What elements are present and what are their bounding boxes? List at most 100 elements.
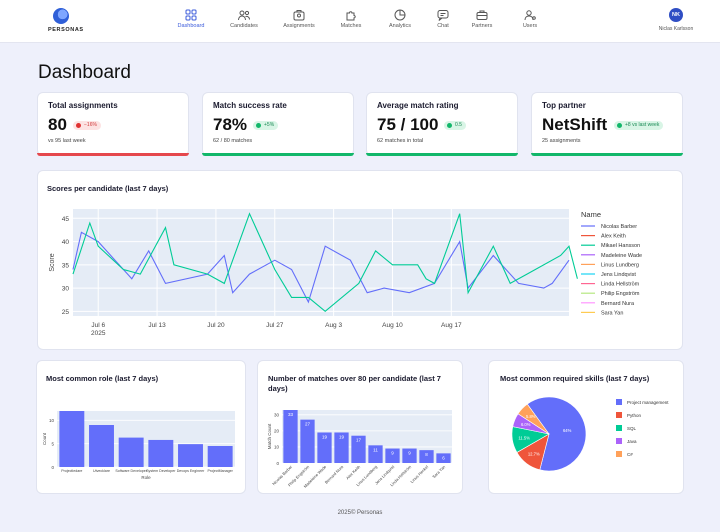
legend-item-alex-keith[interactable]: Alex Keith — [581, 234, 626, 240]
kpi-value: NetShift — [542, 115, 608, 134]
nav-item-partners[interactable]: Partners — [457, 9, 507, 29]
y-tick-label: 0 — [276, 461, 279, 466]
legend-label: Madeleine Wade — [601, 253, 642, 259]
series-line-nicolas-barber[interactable] — [72, 231, 570, 304]
arrow-up-icon — [256, 123, 261, 128]
bar-software-developer[interactable] — [118, 437, 144, 467]
kpi-title: Match success rate — [213, 101, 287, 110]
legend-item-linus-lundberg[interactable]: Linus Lundberg — [581, 262, 639, 268]
kpi-value: 80 — [48, 115, 67, 134]
bar-nicolas-barber[interactable] — [283, 410, 298, 463]
x-tick-label: Jul 13 — [148, 322, 166, 329]
x-tick-label: Jul 27 — [266, 322, 284, 329]
nav-item-users[interactable]: Users — [505, 9, 555, 29]
legend-item-nicolas-barber[interactable]: Nicolas Barber — [581, 224, 637, 230]
y-tick-label: 45 — [62, 216, 70, 223]
legend-label: Alex Keith — [601, 234, 626, 240]
pie-slice-label: 6.0% — [521, 422, 531, 427]
bar-linus-henkel[interactable] — [419, 450, 434, 463]
scores-chart-title: Scores per candidate (last 7 days) — [47, 184, 169, 193]
nav-item-dashboard[interactable]: Dashboard — [166, 9, 216, 29]
bar-data-label: 19 — [322, 434, 328, 439]
legend-swatch — [616, 438, 622, 444]
bar-madeleine-wade[interactable] — [317, 432, 332, 463]
kpi-title: Top partner — [542, 101, 586, 110]
x-tick-label: Utvecklare — [93, 469, 110, 473]
legend-item-java[interactable]: Java — [616, 438, 637, 444]
bar-bernard-nura[interactable] — [334, 432, 349, 463]
legend-item-sara-yan[interactable]: Sara Yan — [581, 310, 623, 316]
kpi-subtext: 25 assignments — [542, 138, 581, 144]
bar-data-label: 17 — [356, 438, 362, 443]
legend-label: Jens Lindqvist — [601, 272, 636, 278]
bar-projectmanager[interactable] — [207, 446, 233, 467]
skills-pie-chart[interactable]: 64% 12.7% 11.5% 6.0% 5.8% Project management P… — [489, 361, 683, 493]
legend-swatch — [616, 451, 622, 457]
bar-philip-engstr-m[interactable] — [300, 419, 315, 463]
matches-chart-title: Number of matches over 80 per candidate … — [268, 374, 441, 393]
legend-item-linda-hellstr-m[interactable]: Linda Hellström — [581, 282, 640, 288]
y-tick-label: 5 — [51, 441, 54, 446]
y-tick-label: 10 — [274, 445, 280, 450]
bar-utvecklare[interactable] — [89, 425, 114, 467]
legend-swatch — [616, 425, 622, 431]
arrow-down-icon — [76, 123, 81, 128]
legend-label: Python — [627, 413, 642, 418]
nav-item-analytics[interactable]: Analytics — [375, 9, 425, 29]
x-tick-label: Jul 20 — [207, 322, 225, 329]
bar-linus-lundberg[interactable] — [368, 445, 383, 463]
bar-devops-engineer[interactable] — [178, 444, 203, 467]
bar-system-developer[interactable] — [148, 439, 174, 467]
legend-item-bernard-nura[interactable]: Bernard Nura — [581, 301, 635, 307]
user-menu[interactable]: NK Niclas Karlsson — [652, 8, 700, 32]
y-axis-title: Score — [49, 253, 56, 271]
nav-label: Candidates — [230, 23, 258, 29]
legend-item-philip-engstr-m[interactable]: Philip Engström — [581, 291, 640, 297]
legend-item-madeleine-wade[interactable]: Madeleine Wade — [581, 253, 642, 259]
briefcase-icon — [457, 9, 507, 21]
legend-swatch — [616, 399, 622, 405]
legend-item-jens-lindqvist[interactable]: Jens Lindqvist — [581, 272, 636, 278]
bar-data-label: 9 — [391, 451, 394, 456]
kpi-accent-stripe — [366, 153, 518, 156]
x-tick-label: Linus Henkel — [409, 464, 429, 484]
nav-label: Assignments — [283, 23, 315, 29]
legend-item-c[interactable]: C# — [616, 451, 633, 457]
legend-item-python[interactable]: Python — [616, 412, 642, 418]
kpi-change-text: +8 vs last week — [625, 122, 660, 128]
bar-data-label: 11 — [373, 447, 378, 452]
kpi-subtext: 62 / 80 matches — [213, 138, 253, 144]
legend-item-mikael-hansson[interactable]: Mikael Hansson — [581, 243, 640, 249]
bar-projectledare[interactable] — [59, 411, 85, 467]
pie-slice-c[interactable] — [517, 403, 550, 435]
bar-alex-keith[interactable] — [351, 435, 366, 463]
user-name: Niclas Karlsson — [658, 26, 694, 32]
legend-label: Linda Hellström — [601, 282, 640, 288]
legend-label: Project management — [627, 400, 669, 405]
pie-slice-project-management[interactable] — [526, 396, 587, 472]
nav-item-candidates[interactable]: Candidates — [219, 9, 269, 29]
nav-item-chat[interactable]: Chat — [418, 9, 468, 29]
bar-data-label: 6 — [442, 455, 445, 460]
logo[interactable]: PERSONAS — [48, 8, 83, 33]
kpi-accent-stripe — [202, 153, 354, 156]
grid-icon — [166, 9, 216, 21]
y-tick-label: 30 — [62, 286, 70, 293]
nav-label: Analytics — [388, 23, 411, 29]
x-tick-label: Aug 3 — [325, 322, 342, 329]
nav-item-matches[interactable]: Matches — [326, 9, 376, 29]
kpi-title: Total assignments — [48, 101, 118, 110]
legend-item-sql[interactable]: SQL — [616, 425, 637, 431]
avatar[interactable]: NK — [669, 8, 683, 22]
legend-item-project-management[interactable]: Project management — [616, 399, 669, 405]
legend-swatch — [616, 412, 622, 418]
bar-jens-lindqvist[interactable] — [385, 448, 400, 463]
legend-title: Name — [581, 210, 601, 219]
bar-sara-yan[interactable] — [436, 453, 451, 463]
bar-linda-hellstr-m[interactable] — [402, 448, 417, 463]
role-bar-chart[interactable]: 0 5 10 Projectledare Utvecklare Software Deve… — [37, 361, 245, 493]
series-line-mikael-hansson[interactable] — [72, 212, 578, 313]
nav-item-assignments[interactable]: Assignments — [274, 9, 324, 29]
